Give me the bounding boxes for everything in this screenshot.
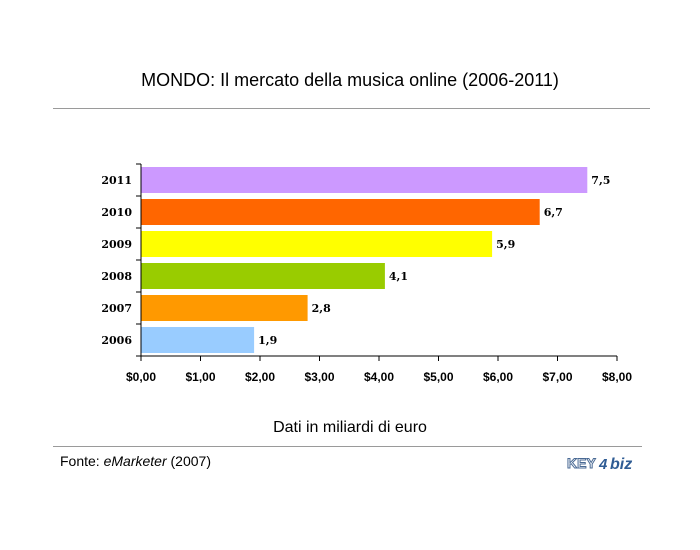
- svg-text:KEY: KEY: [567, 455, 596, 471]
- x-tick-label: $6,00: [483, 370, 513, 384]
- source-prefix: Fonte:: [60, 453, 104, 469]
- x-tick-label: $4,00: [364, 370, 394, 384]
- category-label-2011: 2011: [101, 174, 132, 187]
- value-label-2008: 4,1: [389, 270, 408, 283]
- x-tick-label: $1,00: [185, 370, 215, 384]
- bottom-divider: [53, 446, 642, 447]
- bar-2009: [141, 231, 493, 257]
- value-label-2009: 5,9: [496, 238, 515, 251]
- bar-chart: 2011 7,5 2010 6,7 2009 5,9 2008 4,1 2007 2,8 2006 1…: [101, 163, 632, 384]
- category-label-2010: 2010: [101, 206, 132, 219]
- bar-2010: [141, 199, 540, 225]
- x-tick-label: $8,00: [602, 370, 632, 384]
- category-label-2006: 2006: [101, 334, 132, 347]
- source-year: (2007): [166, 453, 211, 469]
- bar-2011: [141, 167, 588, 193]
- x-tick-label: $2,00: [245, 370, 275, 384]
- svg-text:4: 4: [598, 456, 608, 473]
- source-publisher: eMarketer: [103, 453, 167, 469]
- chart-title: MONDO: Il mercato della musica online (2…: [141, 70, 559, 90]
- value-label-2006: 1,9: [258, 334, 277, 347]
- top-divider: [53, 108, 650, 109]
- x-tick-label: $3,00: [304, 370, 334, 384]
- bar-2007: [141, 295, 308, 321]
- bar-2008: [141, 263, 385, 289]
- svg-text:biz: biz: [610, 456, 632, 473]
- key4biz-logo: KEY 4 biz: [567, 455, 633, 474]
- category-label-2009: 2009: [101, 238, 132, 251]
- x-tick-label: $0,00: [126, 370, 156, 384]
- value-label-2010: 6,7: [544, 206, 563, 219]
- category-label-2007: 2007: [101, 302, 132, 315]
- value-label-2011: 7,5: [591, 174, 610, 187]
- x-axis-label: Dati in miliardi di euro: [273, 419, 427, 436]
- category-label-2008: 2008: [101, 270, 132, 283]
- bar-2006: [141, 327, 255, 353]
- value-label-2007: 2,8: [312, 302, 331, 315]
- x-tick-label: $5,00: [423, 370, 453, 384]
- x-tick-label: $7,00: [542, 370, 572, 384]
- source-note: Fonte: eMarketer (2007): [60, 453, 211, 469]
